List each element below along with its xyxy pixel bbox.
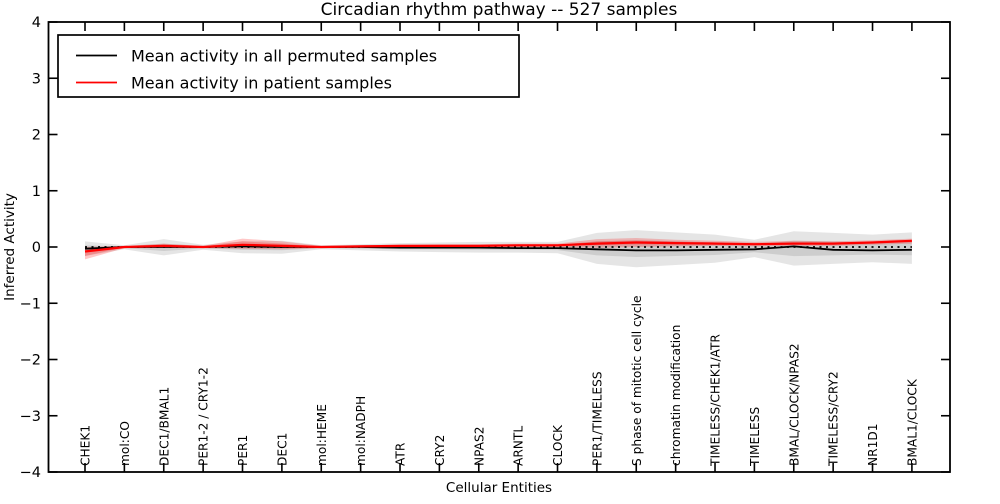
x-tick-label: S phase of mitotic cell cycle bbox=[630, 296, 644, 466]
x-tick-label: BMAL/CLOCK/NPAS2 bbox=[787, 343, 801, 466]
x-tick-label: ARNTL bbox=[512, 426, 526, 466]
x-tick-label: TIMELESS/CRY2 bbox=[827, 371, 841, 467]
axis-ticks bbox=[48, 21, 950, 473]
y-tick-label: 3 bbox=[32, 71, 41, 87]
legend-label-permuted: Mean activity in all permuted samples bbox=[131, 47, 437, 66]
mean-activity-in-patient-samples-line bbox=[84, 239, 912, 253]
y-tick-label: −4 bbox=[20, 465, 41, 481]
x-tick-label: BMAL1/CLOCK bbox=[905, 378, 919, 466]
y-tick-label: 0 bbox=[32, 240, 41, 256]
x-tick-label: CRY2 bbox=[433, 435, 447, 466]
series-lines bbox=[84, 239, 912, 253]
x-tick-label: PER1 bbox=[236, 435, 250, 466]
y-tick-label: −3 bbox=[20, 409, 41, 425]
y-tick-label: −1 bbox=[20, 296, 41, 312]
y-tick-label: 1 bbox=[32, 184, 41, 200]
x-tick-label: TIMELESS bbox=[748, 407, 762, 467]
x-tick-label: NR1D1 bbox=[866, 424, 880, 466]
y-tick-label: 2 bbox=[32, 128, 41, 144]
y-tick-labels: 4 3 2 1 0 −1 −2 −3 −4 bbox=[20, 15, 41, 481]
legend: Mean activity in all permuted samples Me… bbox=[57, 34, 520, 98]
x-tick-label: mol:CO bbox=[118, 421, 132, 466]
legend-label-patient: Mean activity in patient samples bbox=[131, 74, 392, 93]
x-tick-label: PER1-2 / CRY1-2 bbox=[197, 367, 211, 466]
x-tick-label: chromatin modification bbox=[669, 325, 683, 466]
x-tick-label: PER1/TIMELESS bbox=[590, 371, 604, 466]
y-axis-label: Inferred Activity bbox=[2, 193, 18, 301]
x-tick-label: TIMELESS/CHEK1/ATR bbox=[709, 334, 723, 467]
x-tick-label: NPAS2 bbox=[472, 426, 486, 466]
x-axis-label: Cellular Entities bbox=[446, 480, 552, 496]
x-tick-label: DEC1 bbox=[275, 433, 289, 466]
x-tick-label: CHEK1 bbox=[79, 425, 93, 466]
chart-title: Circadian rhythm pathway -- 527 samples bbox=[321, 0, 678, 20]
x-tick-label: mol:HEME bbox=[315, 404, 329, 466]
x-tick-label: DEC1/BMAL1 bbox=[157, 387, 171, 466]
x-tick-label: CLOCK bbox=[551, 424, 565, 466]
y-tick-label: 4 bbox=[32, 15, 41, 31]
x-tick-label: ATR bbox=[394, 442, 408, 466]
x-tick-labels: CHEK1 mol:CO DEC1/BMAL1 PER1-2 / CRY1-2 PER1… bbox=[79, 296, 920, 467]
legend-box bbox=[57, 34, 520, 98]
y-tick-label: −2 bbox=[20, 353, 41, 369]
x-tick-label: mol:NADPH bbox=[354, 396, 368, 466]
